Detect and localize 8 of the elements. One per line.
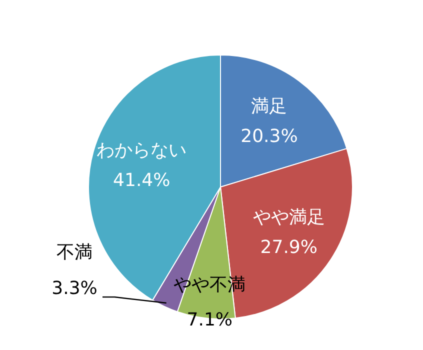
data-label: 27.9%: [260, 236, 318, 258]
slice-label: やや満足: [252, 206, 325, 228]
slice-label: 不満: [56, 242, 92, 264]
data-label: 3.3%: [52, 278, 98, 300]
slice-label: 満足: [251, 96, 288, 118]
data-label: 20.3%: [240, 126, 298, 148]
slice-label: わからない: [96, 140, 187, 162]
data-label: 41.4%: [113, 170, 170, 192]
